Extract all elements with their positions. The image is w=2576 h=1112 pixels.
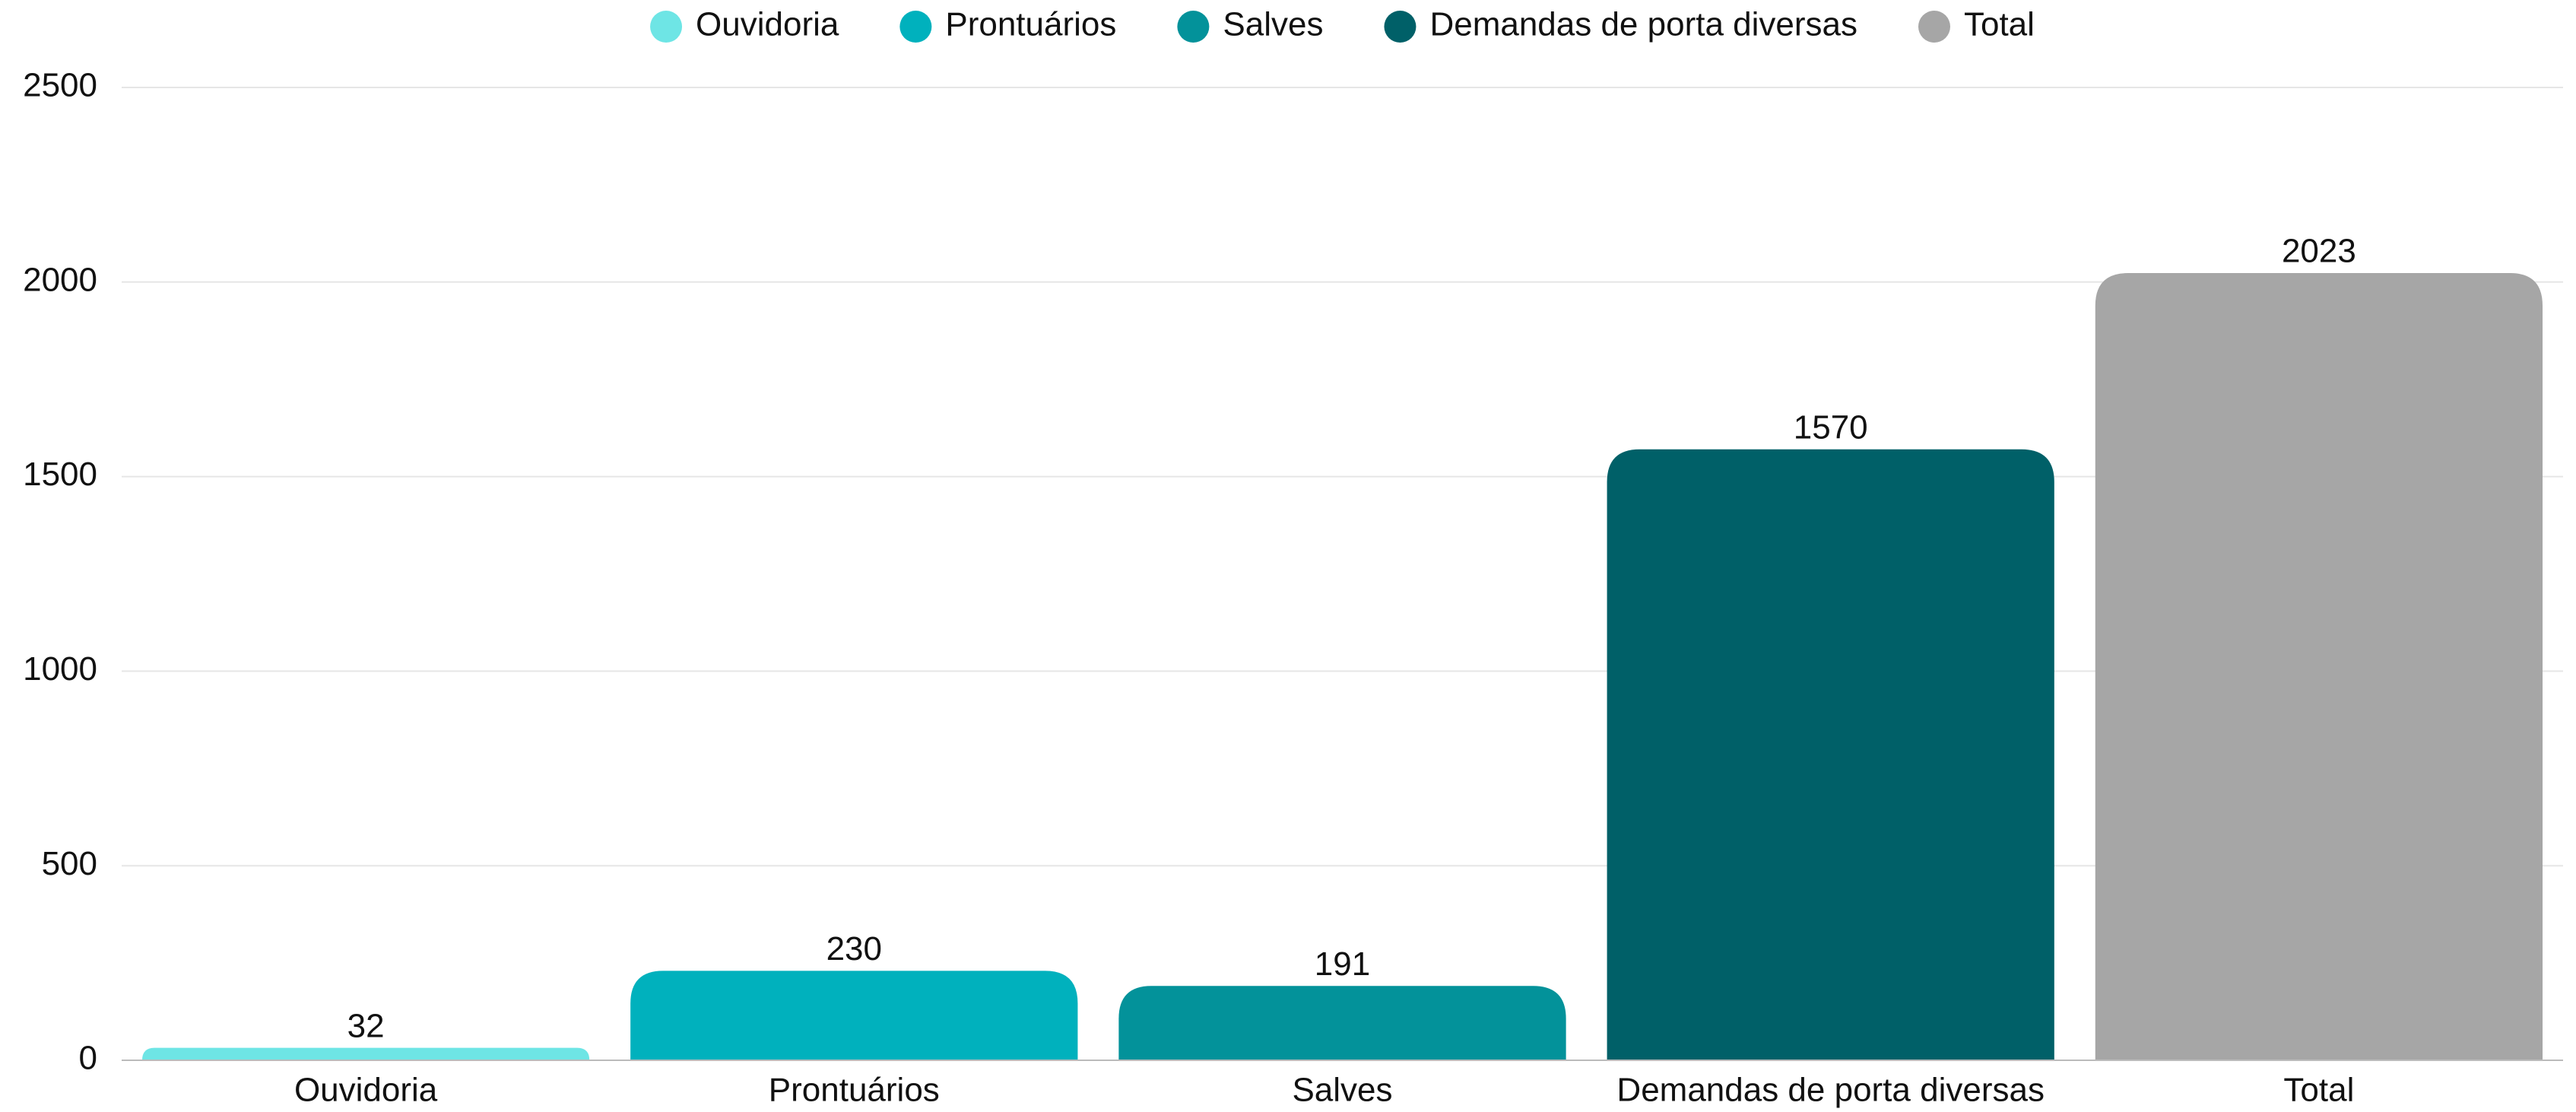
legend-label: Ouvidoria — [696, 6, 839, 43]
x-tick-label: Total — [2283, 1072, 2354, 1109]
bar — [2095, 273, 2543, 1060]
data-label: 230 — [826, 930, 882, 967]
x-tick-label: Demandas de porta diversas — [1616, 1072, 2045, 1109]
legend-label: Demandas de porta diversas — [1429, 6, 1857, 43]
legend-label: Total — [1964, 6, 2035, 43]
bar — [630, 971, 1078, 1060]
legend-marker — [1918, 11, 1950, 43]
y-tick-label: 2500 — [23, 67, 97, 104]
legend-label: Prontuários — [945, 6, 1116, 43]
x-tick-label: Prontuários — [769, 1072, 940, 1109]
y-tick-label: 0 — [79, 1040, 97, 1077]
legend-label: Salves — [1223, 6, 1323, 43]
legend-marker — [899, 11, 932, 43]
bar — [1118, 986, 1566, 1060]
legend: Ouvidoria Prontuários Salves Demandas de po… — [650, 6, 2035, 43]
bar — [1607, 449, 2054, 1060]
data-label: 2023 — [2282, 233, 2356, 270]
legend-marker — [1384, 11, 1416, 43]
y-tick-label: 2000 — [23, 261, 97, 298]
legend-marker — [1177, 11, 1210, 43]
x-tick-label: Salves — [1292, 1072, 1392, 1109]
data-label: 191 — [1315, 945, 1370, 983]
y-tick-label: 1500 — [23, 456, 97, 493]
data-label: 1570 — [1794, 408, 1868, 446]
legend-marker — [650, 11, 683, 43]
bar — [141, 1047, 590, 1060]
y-tick-label: 500 — [42, 845, 97, 882]
y-tick-label: 1000 — [23, 650, 97, 688]
data-label: 32 — [347, 1007, 385, 1044]
x-tick-label: Ouvidoria — [294, 1072, 438, 1109]
